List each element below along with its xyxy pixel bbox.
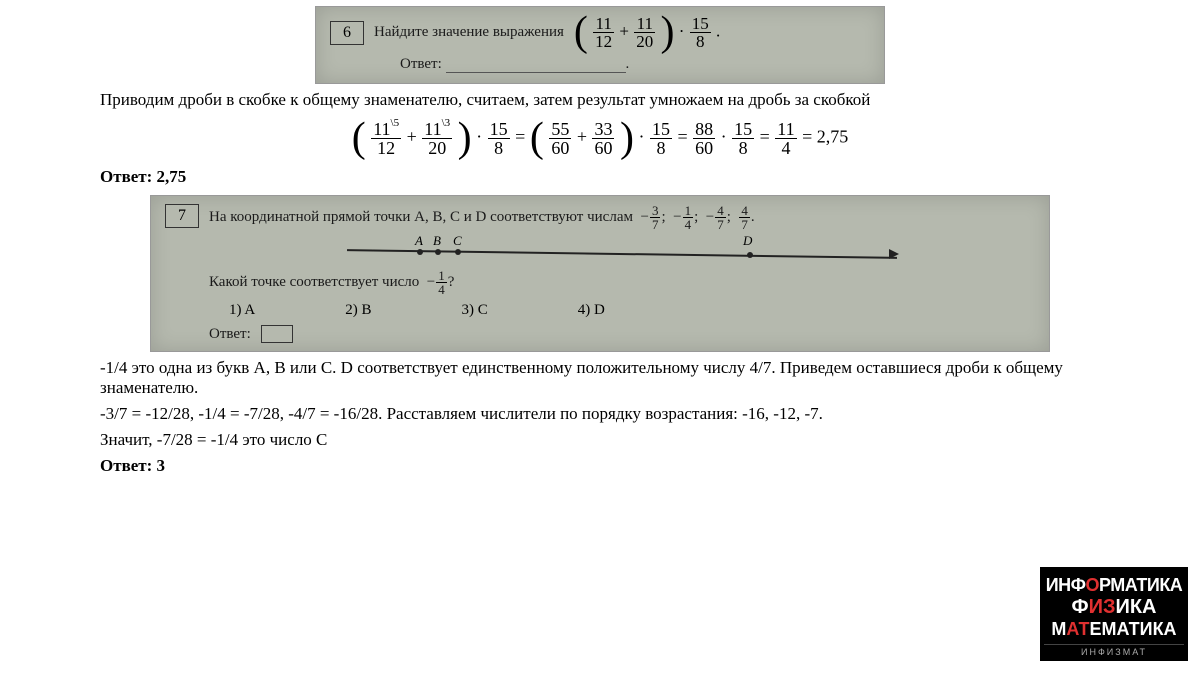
problem-7-question: Какой точке соответствует число −14? — [209, 269, 1035, 296]
answer-box — [261, 325, 293, 343]
solution-7-p2: -3/7 = -12/28, -1/4 = -7/28, -4/7 = -16/… — [100, 404, 1100, 424]
problem-7-answer-row: Ответ: — [209, 325, 1035, 343]
problem-7-prompt: На координатной прямой точки A, B, C и D… — [209, 204, 1035, 231]
answer-label: Ответ: — [400, 56, 442, 72]
problem-number-7: 7 — [165, 204, 199, 228]
solution-6-intro: Приводим дроби в скобке к общему знамена… — [100, 90, 1100, 110]
problem-6-prompt: Найдите значение выражения — [374, 24, 564, 41]
infizmat-logo: ИНФОРМАТИКА ФИЗИКА МАТЕМАТИКА ИНФИЗМАТ — [1040, 567, 1188, 661]
solution-7-answer: Ответ: 3 — [100, 456, 1100, 476]
problem-7-choices: 1) A 2) B 3) C 4) D — [229, 302, 1015, 319]
answer-label: Ответ: — [209, 326, 251, 343]
problem-6-scan: 6 Найдите значение выражения ( 1112 + 11… — [315, 6, 885, 84]
solution-7-p1: -1/4 это одна из букв A, B или C. D соот… — [100, 358, 1100, 398]
choice-b: 2) B — [345, 302, 371, 319]
problem-6-expression: ( 1112 + 1120 ) · 158 . — [574, 15, 720, 50]
number-line: A B C D — [347, 235, 897, 265]
solution-6-answer: Ответ: 2,75 — [100, 167, 1100, 187]
problem-number-6: 6 — [330, 21, 364, 45]
choice-d: 4) D — [578, 302, 605, 319]
choice-a: 1) A — [229, 302, 255, 319]
choice-c: 3) C — [462, 302, 488, 319]
problem-7-scan: 7 На координатной прямой точки A, B, C и… — [150, 195, 1050, 352]
solution-6-equation: ( 11\512 + 11\320 ) · 158 = ( 5560 + 336… — [0, 120, 1200, 157]
answer-blank — [446, 58, 626, 73]
problem-6-answer-row: Ответ: . — [400, 56, 870, 73]
solution-7-p3: Значит, -7/28 = -1/4 это число C — [100, 430, 1100, 450]
